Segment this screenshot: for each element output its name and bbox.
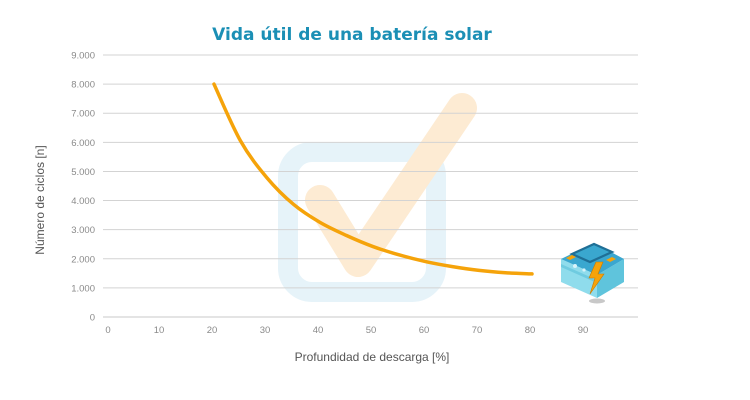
y-tick-labels: 0 1.000 2.000 3.000 4.000 5.000 6.000 7.000 8.00…: [71, 51, 95, 324]
x-tick-label: 20: [207, 325, 218, 336]
x-tick-label: 0: [105, 325, 110, 336]
y-gridlines: [103, 54, 638, 318]
x-axis-label: Profundidad de descarga [%]: [295, 350, 450, 364]
x-tick-label: 10: [154, 325, 165, 336]
y-tick-label: 0: [90, 313, 95, 324]
y-tick-label: 7.000: [71, 109, 95, 120]
x-tick-label: 60: [419, 325, 430, 336]
y-tick-label: 8.000: [71, 80, 95, 91]
watermark-box: [278, 142, 446, 302]
y-tick-label: 3.000: [71, 225, 95, 236]
checkbox-check-icon: [278, 93, 477, 302]
x-tick-label: 50: [366, 325, 377, 336]
x-tick-label: 90: [578, 325, 589, 336]
x-tick-label: 30: [260, 325, 271, 336]
x-tick-label: 70: [472, 325, 483, 336]
x-tick-label: 40: [313, 325, 324, 336]
y-tick-label: 9.000: [71, 51, 95, 62]
watermark-check: [305, 93, 477, 277]
x-tick-label: 80: [525, 325, 536, 336]
x-tick-labels: 0 10 20 30 40 50 60 70 80 90: [105, 325, 588, 336]
series-line: [212, 82, 534, 276]
y-axis-label: Número de ciclos [n]: [33, 145, 47, 254]
battery-icon: [561, 242, 624, 304]
y-tick-label: 1.000: [71, 283, 95, 294]
y-tick-label: 4.000: [71, 196, 95, 207]
y-tick-label: 5.000: [71, 167, 95, 178]
y-tick-label: 2.000: [71, 254, 95, 265]
chart-title: Vida útil de una batería solar: [212, 25, 492, 45]
y-tick-label: 6.000: [71, 138, 95, 149]
